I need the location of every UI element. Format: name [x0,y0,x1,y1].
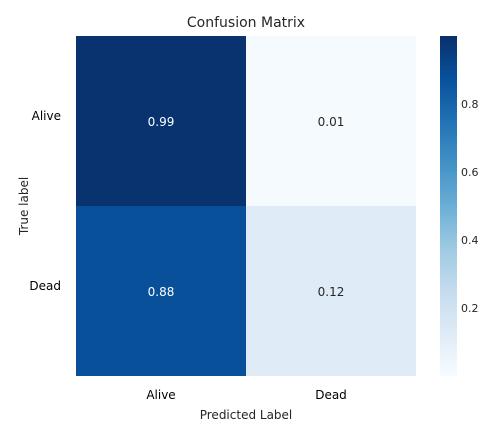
y-tick-labels: Alive Dead [29,109,61,293]
cell-value-label: 0.88 [148,285,175,299]
heatmap-cell-dead-alive [76,206,246,376]
colorbar-tick-label: 0.8 [461,98,479,111]
x-tick-label: Alive [146,388,175,402]
heatmap-cell-alive-alive [76,36,246,206]
cell-value-label: 0.12 [318,285,345,299]
cell-value-label: 0.01 [318,115,345,129]
colorbar-tick-label: 0.6 [461,166,479,179]
colorbar [440,36,457,376]
colorbar-tick-label: 0.4 [461,234,479,247]
y-tick-label: Alive [32,109,61,123]
heatmap-cell-alive-dead [246,36,416,206]
y-axis-label: True label [17,177,31,236]
cell-value-label: 0.99 [148,115,175,129]
heatmap-cell-dead-dead [246,206,416,376]
x-axis-label: Predicted Label [200,408,293,422]
heatmap-cells [76,36,416,376]
colorbar-tick-label: 0.2 [461,302,479,315]
colorbar-tick-labels: 0.2 0.4 0.6 0.8 [461,98,479,315]
chart-title: Confusion Matrix [187,15,305,31]
heatmap-value-labels: 0.99 0.01 0.88 0.12 [148,115,345,299]
x-tick-labels: Alive Dead [146,388,346,402]
x-tick-label: Dead [315,388,347,402]
y-tick-label: Dead [29,279,61,293]
